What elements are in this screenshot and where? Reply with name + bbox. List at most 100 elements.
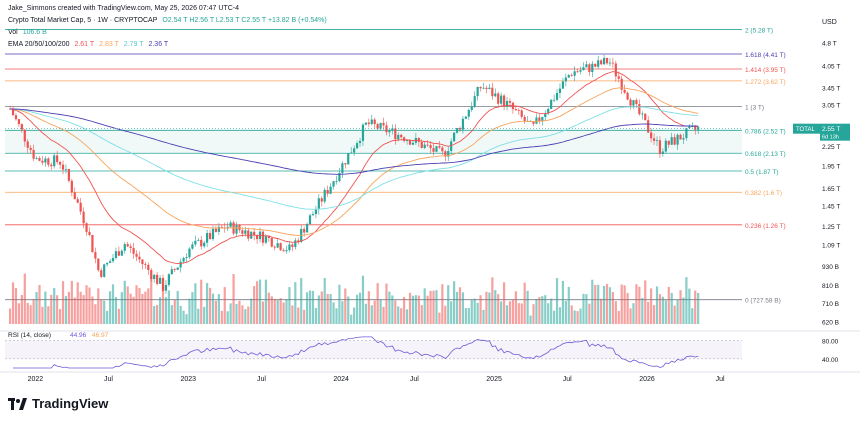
volume-bar [426, 295, 429, 324]
volume-bar [194, 283, 197, 324]
candle-body [261, 231, 265, 243]
y-tick-label: 1.09 T [822, 243, 840, 250]
ema50-line [10, 87, 699, 236]
candle-body [285, 250, 288, 252]
candle-body [270, 238, 273, 247]
volume-bar [658, 294, 662, 324]
candle-body [79, 202, 82, 212]
volume-bar [488, 292, 491, 324]
candle-body [47, 158, 50, 165]
candle-body [497, 93, 500, 104]
volume-bar [444, 305, 447, 324]
volume-bar [529, 315, 532, 324]
candle-body [61, 164, 65, 170]
candle-body [229, 222, 232, 227]
volume-bar [485, 291, 488, 324]
candle-body [56, 155, 59, 163]
candle-body [658, 140, 662, 154]
candle-body [114, 251, 118, 258]
volume-bar [535, 299, 538, 324]
candle-body [58, 162, 62, 165]
volume-bar [526, 290, 529, 324]
candle-body [376, 124, 379, 129]
volume-bar [364, 303, 367, 324]
volume-bar [297, 307, 300, 324]
candle-body [617, 76, 620, 79]
volume-bar [629, 308, 632, 324]
last-price-countdown: 6d 13h [822, 135, 839, 141]
candle-body [194, 240, 197, 245]
volume-bar [335, 308, 338, 324]
volume-bar [85, 285, 88, 324]
ema50-value: 2.83 T [99, 41, 119, 48]
ema200-value: 2.36 T [148, 41, 169, 48]
volume-bar [317, 295, 320, 324]
volume-bar [382, 306, 385, 324]
volume-bar [650, 288, 653, 324]
candle-body [332, 181, 335, 187]
candle-body [391, 128, 394, 131]
volume-bar [479, 295, 482, 324]
volume-bar [91, 296, 94, 324]
volume-bar [432, 290, 435, 324]
volume-bar [244, 309, 247, 324]
fib-level-label: 0.236 (1.26 T) [745, 223, 786, 230]
volume-bar [47, 306, 50, 324]
y-tick-label: 710 B [822, 301, 839, 308]
volume-bar [585, 294, 588, 324]
candle-body [138, 256, 141, 260]
volume-bar [523, 282, 526, 324]
volume-bar [308, 290, 312, 324]
candle-body [314, 209, 318, 215]
volume-bar [120, 292, 123, 324]
fib-level-label: 1.272 (3.62 T) [745, 79, 786, 86]
volume-bar [547, 303, 550, 324]
volume-bar [161, 279, 165, 324]
fib-level-label: 0.382 (1.6 T) [745, 190, 782, 197]
candle-body [600, 60, 603, 65]
candle-body [670, 137, 673, 145]
candle-body [158, 277, 162, 284]
candle-body [341, 163, 344, 174]
volume-bar [208, 287, 212, 324]
volume-bar [294, 282, 297, 324]
candle-body [214, 228, 218, 232]
candle-body [370, 119, 373, 125]
volume-bar [111, 284, 115, 324]
volume-bar [197, 308, 200, 324]
fib-level-label: 0 (727.58 B) [745, 298, 781, 305]
x-tick-label: Jul [104, 376, 113, 383]
volume-bar [188, 298, 191, 324]
volume-bar [420, 305, 423, 324]
volume-bar [150, 276, 153, 324]
volume-bar [400, 308, 403, 324]
volume-bar [370, 305, 373, 324]
fib-level-label: 0.786 (2.52 T) [745, 128, 786, 135]
candle-body [241, 230, 244, 234]
candle-body [579, 70, 582, 72]
volume-bar [667, 286, 670, 324]
candle-body [323, 189, 326, 202]
candle-body [423, 144, 426, 149]
volume-bar [191, 292, 194, 324]
candle-body [426, 144, 429, 146]
candle-body [288, 244, 291, 251]
rsi-band [5, 340, 742, 359]
candle-body [247, 230, 250, 239]
volume-bar [344, 288, 347, 324]
volume-bar [314, 308, 318, 324]
volume-bar [153, 305, 156, 324]
volume-bar [694, 290, 697, 324]
candle-body [305, 224, 309, 233]
fib-level-label: 0.618 (2.13 T) [745, 151, 786, 158]
volume-bar [385, 283, 388, 324]
volume-bar [23, 273, 26, 324]
volume-bar [561, 280, 565, 324]
volume-bar [514, 291, 517, 324]
volume-bar [97, 288, 100, 324]
candle-body [667, 140, 670, 145]
volume-bar [41, 306, 44, 324]
volume-bar [76, 282, 79, 324]
volume-bar [641, 297, 644, 324]
